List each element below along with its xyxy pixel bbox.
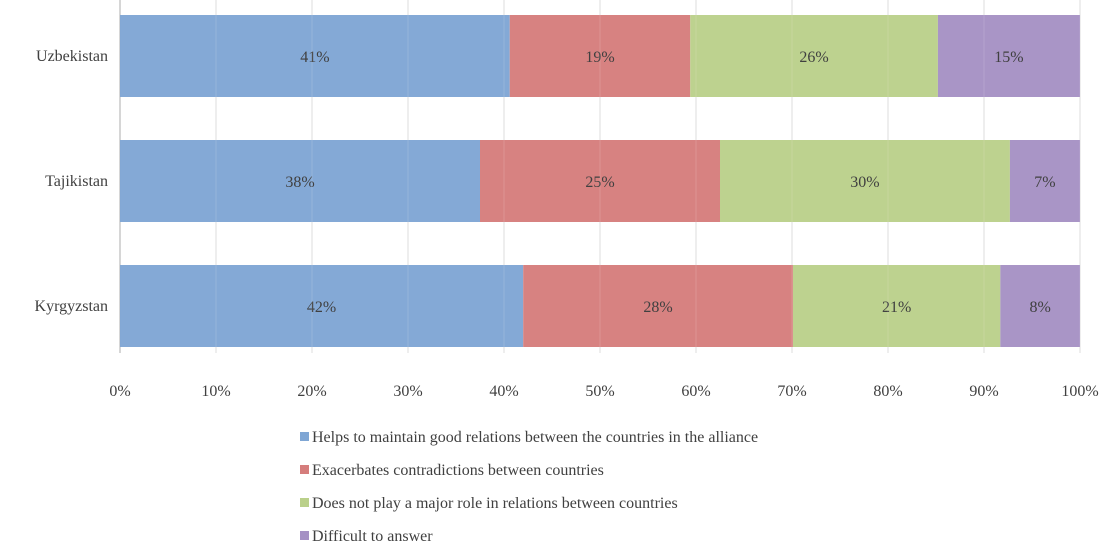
data-label: 7%: [1034, 174, 1055, 191]
legend-swatch: [300, 498, 309, 507]
data-label: 41%: [300, 49, 329, 66]
x-tick-label: 40%: [489, 383, 518, 400]
legend-label: Helps to maintain good relations between…: [312, 429, 758, 446]
x-tick-label: 60%: [681, 383, 710, 400]
legend-swatch: [300, 432, 309, 441]
category-label: Tajikistan: [45, 173, 108, 190]
data-label: 42%: [307, 299, 336, 316]
bar-segment: [120, 15, 510, 97]
bar-segment: [509, 15, 691, 97]
bar-segment: [480, 140, 720, 222]
x-tick-label: 100%: [1061, 383, 1098, 400]
bar-segment: [120, 140, 480, 222]
data-label: 25%: [585, 174, 614, 191]
x-tick-label: 90%: [969, 383, 998, 400]
bars: 41% 19% 26% 15% 38% 25% 30% 7% 42% 28% 21% 8%: [120, 0, 1081, 353]
bar-segment: [690, 15, 938, 97]
bar-segment: [720, 140, 1010, 222]
x-tick-label: 50%: [585, 383, 614, 400]
bar-segment: [1009, 140, 1080, 222]
x-tick-label: 30%: [393, 383, 422, 400]
bar-segment: [120, 265, 524, 347]
bar-segment: [1000, 265, 1080, 347]
legend-label: Exacerbates contradictions between count…: [312, 462, 604, 479]
legend-swatch: [300, 531, 309, 540]
legend-label: Difficult to answer: [312, 528, 433, 545]
legend-swatch: [300, 465, 309, 474]
data-label: 30%: [850, 174, 879, 191]
legend-label: Does not play a major role in relations …: [312, 495, 678, 512]
x-tick-label: 20%: [297, 383, 326, 400]
bar-segment: [523, 265, 793, 347]
data-label: 8%: [1029, 299, 1050, 316]
category-label: Uzbekistan: [36, 48, 108, 65]
x-tick-label: 10%: [201, 383, 230, 400]
data-label: 19%: [585, 49, 614, 66]
bar-segment: [937, 15, 1080, 97]
x-tick-label: 80%: [873, 383, 902, 400]
data-label: 21%: [882, 299, 911, 316]
category-label: Kyrgyzstan: [35, 298, 108, 315]
y-axis-labels: Uzbekistan Tajikistan Kyrgyzstan: [35, 48, 108, 315]
data-label: 15%: [994, 49, 1023, 66]
x-tick-label: 0%: [109, 383, 130, 400]
legend: Helps to maintain good relations between…: [300, 429, 758, 545]
x-tick-label: 70%: [777, 383, 806, 400]
data-label: 28%: [643, 299, 672, 316]
bar-segment: [792, 265, 1001, 347]
data-label: 26%: [799, 49, 828, 66]
x-axis: 0% 10% 20% 30% 40% 50% 60% 70% 80% 90% 100%: [109, 383, 1098, 400]
data-label: 38%: [285, 174, 314, 191]
